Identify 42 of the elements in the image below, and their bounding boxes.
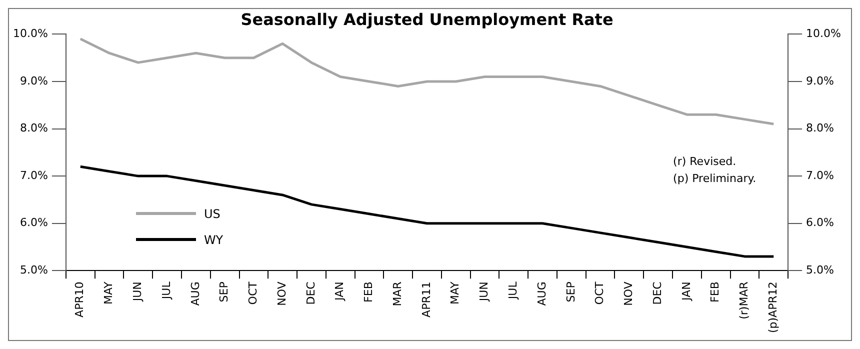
x-tick-label: FEB	[362, 282, 376, 302]
x-tick-label: JUN	[131, 282, 144, 302]
y2-tick-label: 9.0%	[806, 74, 834, 88]
y2-tick-label: 7.0%	[806, 168, 834, 182]
x-tick-label: SEP	[218, 281, 231, 302]
x-tick-label: MAY	[448, 281, 462, 305]
x-tick-label: APR10	[73, 282, 86, 318]
x-tick-label: NOV	[275, 281, 288, 306]
x-tick-label: MAR	[390, 281, 404, 306]
x-tick-label: FEB	[708, 282, 722, 302]
x-tick-label: JUN	[478, 282, 491, 302]
legend-label: US	[204, 206, 220, 221]
x-tick-label: APR11	[420, 282, 433, 318]
x-tick-label: NOV	[622, 281, 636, 306]
x-tick-label: DEC	[650, 281, 664, 305]
legend-label: WY	[204, 232, 224, 247]
y-tick-label: 9.0%	[20, 74, 48, 88]
y-tick-label: 10.0%	[12, 27, 48, 40]
annotation: (p) Preliminary.	[673, 172, 756, 186]
x-tick-label: JAN	[680, 282, 693, 302]
y2-tick-label: 5.0%	[806, 263, 834, 276]
y-tick-label: 7.0%	[20, 168, 48, 182]
x-tick-label: DEC	[304, 281, 318, 305]
x-tick-label: AUG	[188, 282, 202, 306]
y-tick-label: 8.0%	[20, 122, 48, 135]
x-tick-label: JUL	[506, 280, 520, 300]
x-tick-label: (p)APR12	[766, 282, 780, 334]
x-tick-label: AUG	[535, 282, 548, 306]
x-tick-label: (r)MAR	[738, 281, 751, 320]
y-tick-label: 6.0%	[20, 216, 48, 230]
x-tick-label: MAY	[102, 281, 116, 305]
y2-tick-label: 10.0%	[806, 27, 842, 40]
x-tick-label: JAN	[333, 282, 346, 302]
x-tick-label: JUL	[160, 280, 173, 300]
y2-tick-label: 8.0%	[806, 122, 834, 135]
x-tick-label: OCT	[246, 281, 260, 305]
x-tick-label: OCT	[593, 281, 606, 305]
y-tick-label: 5.0%	[20, 263, 48, 276]
y2-tick-label: 6.0%	[806, 216, 834, 230]
chart-title: Seasonally Adjusted Unemployment Rate	[240, 10, 614, 29]
x-tick-label: SEP	[564, 281, 578, 302]
annotation: (r) Revised.	[673, 155, 736, 168]
